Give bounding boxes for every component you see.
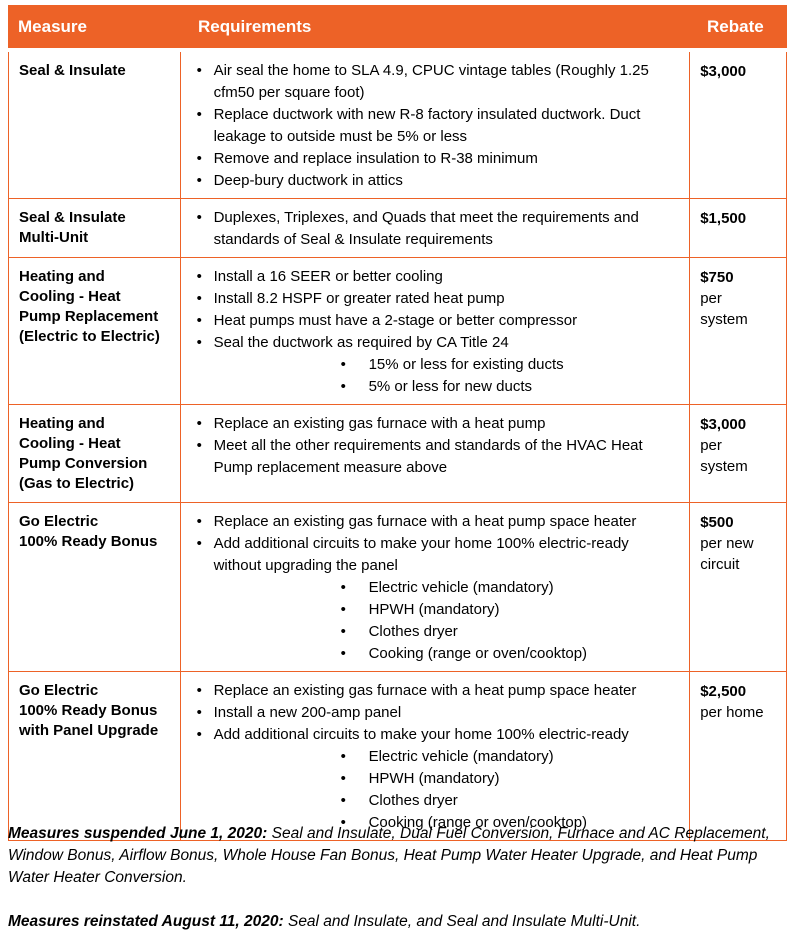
table-row: Seal & InsulateAir seal the home to SLA …	[9, 52, 786, 198]
table-row: Heating and Cooling - Heat Pump Conversi…	[9, 404, 786, 502]
requirement-item: Add additional circuits to make your hom…	[181, 533, 680, 577]
rebate-amount: $500	[700, 514, 734, 531]
table-row: Heating and Cooling - Heat Pump Replacem…	[9, 257, 786, 404]
requirements-cell: Duplexes, Triplexes, and Quads that meet…	[181, 199, 690, 257]
requirement-item: Replace an existing gas furnace with a h…	[181, 680, 680, 702]
measure-cell: Go Electric 100% Ready Bonus	[9, 503, 181, 671]
rebate-table: Measure Requirements Rebate Seal & Insul…	[8, 5, 787, 841]
requirement-subitem: 5% or less for new ducts	[181, 376, 680, 398]
requirements-cell: Replace an existing gas furnace with a h…	[181, 405, 690, 502]
requirements-cell: Air seal the home to SLA 4.9, CPUC vinta…	[181, 52, 690, 198]
rebate-cell: $2,500 per home	[689, 672, 786, 840]
notes-section: Measures suspended June 1, 2020: Seal an…	[8, 823, 788, 933]
requirement-item: Remove and replace insulation to R-38 mi…	[181, 148, 680, 170]
requirement-subitem: HPWH (mandatory)	[181, 768, 680, 790]
requirement-item: Install a new 200-amp panel	[181, 702, 680, 724]
note-reinstated: Measures reinstated August 11, 2020: Sea…	[8, 911, 788, 933]
table-body: Seal & InsulateAir seal the home to SLA …	[8, 52, 787, 841]
measure-cell: Heating and Cooling - Heat Pump Conversi…	[9, 405, 181, 502]
measure-cell: Heating and Cooling - Heat Pump Replacem…	[9, 258, 181, 404]
note-reinstated-lead: Measures reinstated August 11, 2020:	[8, 913, 284, 930]
rebate-unit: per system	[700, 437, 748, 475]
measure-cell: Seal & Insulate Multi-Unit	[9, 199, 181, 257]
rebate-cell: $1,500	[689, 199, 786, 257]
measure-cell: Seal & Insulate	[9, 52, 181, 198]
rebate-unit: per home	[700, 704, 764, 721]
requirement-item: Add additional circuits to make your hom…	[181, 724, 680, 746]
requirements-cell: Replace an existing gas furnace with a h…	[181, 672, 690, 840]
requirement-item: Meet all the other requirements and stan…	[181, 435, 680, 479]
note-suspended: Measures suspended June 1, 2020: Seal an…	[8, 823, 788, 889]
requirement-item: Seal the ductwork as required by CA Titl…	[181, 332, 680, 354]
requirement-item: Duplexes, Triplexes, and Quads that meet…	[181, 207, 680, 251]
rebate-cell: $3,000 per system	[689, 405, 786, 502]
requirements-cell: Replace an existing gas furnace with a h…	[181, 503, 690, 671]
rebate-unit: per system	[700, 290, 748, 328]
note-suspended-text: Seal and Insulate, Dual Fuel Conversion,…	[8, 825, 770, 886]
rebate-cell: $3,000	[689, 52, 786, 198]
table-row: Go Electric 100% Ready Bonus with Panel …	[9, 671, 786, 840]
requirement-subitem: Cooking (range or oven/cooktop)	[181, 812, 680, 834]
requirement-subitem: Cooking (range or oven/cooktop)	[181, 643, 680, 665]
rebate-cell: $500 per new circuit	[689, 503, 786, 671]
note-reinstated-text: Seal and Insulate, and Seal and Insulate…	[283, 913, 641, 930]
measure-cell: Go Electric 100% Ready Bonus with Panel …	[9, 672, 181, 840]
rebate-amount: $1,500	[700, 210, 747, 227]
rebate-amount: $3,000	[700, 416, 747, 433]
requirement-subitem: Clothes dryer	[181, 790, 680, 812]
requirement-item: Install 8.2 HSPF or greater rated heat p…	[181, 288, 680, 310]
requirement-subitem: HPWH (mandatory)	[181, 599, 680, 621]
requirement-subitem: Clothes dryer	[181, 621, 680, 643]
table-row: Go Electric 100% Ready BonusReplace an e…	[9, 502, 786, 671]
note-suspended-lead: Measures suspended June 1, 2020:	[8, 825, 268, 842]
requirement-subitem: 15% or less for existing ducts	[181, 354, 680, 376]
requirement-item: Replace an existing gas furnace with a h…	[181, 511, 680, 533]
header-rebate: Rebate	[707, 16, 764, 36]
rebate-cell: $750 per system	[689, 258, 786, 404]
table-header-row: Measure Requirements Rebate	[8, 5, 787, 48]
rebate-unit: per new circuit	[700, 535, 754, 573]
rebate-amount: $750	[700, 269, 734, 286]
requirements-cell: Install a 16 SEER or better coolingInsta…	[181, 258, 690, 404]
table-row: Seal & Insulate Multi-UnitDuplexes, Trip…	[9, 198, 786, 257]
requirement-subitem: Electric vehicle (mandatory)	[181, 746, 680, 768]
requirement-item: Install a 16 SEER or better cooling	[181, 266, 680, 288]
requirement-subitem: Electric vehicle (mandatory)	[181, 577, 680, 599]
requirement-item: Deep-bury ductwork in attics	[181, 170, 680, 192]
header-requirements: Requirements	[198, 16, 312, 36]
rebate-amount: $3,000	[700, 63, 747, 80]
requirement-item: Replace ductwork with new R-8 factory in…	[181, 104, 680, 148]
requirement-item: Replace an existing gas furnace with a h…	[181, 413, 680, 435]
header-measure: Measure	[18, 16, 87, 36]
requirement-item: Heat pumps must have a 2-stage or better…	[181, 310, 680, 332]
rebate-amount: $2,500	[700, 683, 747, 700]
requirement-item: Air seal the home to SLA 4.9, CPUC vinta…	[181, 60, 680, 104]
